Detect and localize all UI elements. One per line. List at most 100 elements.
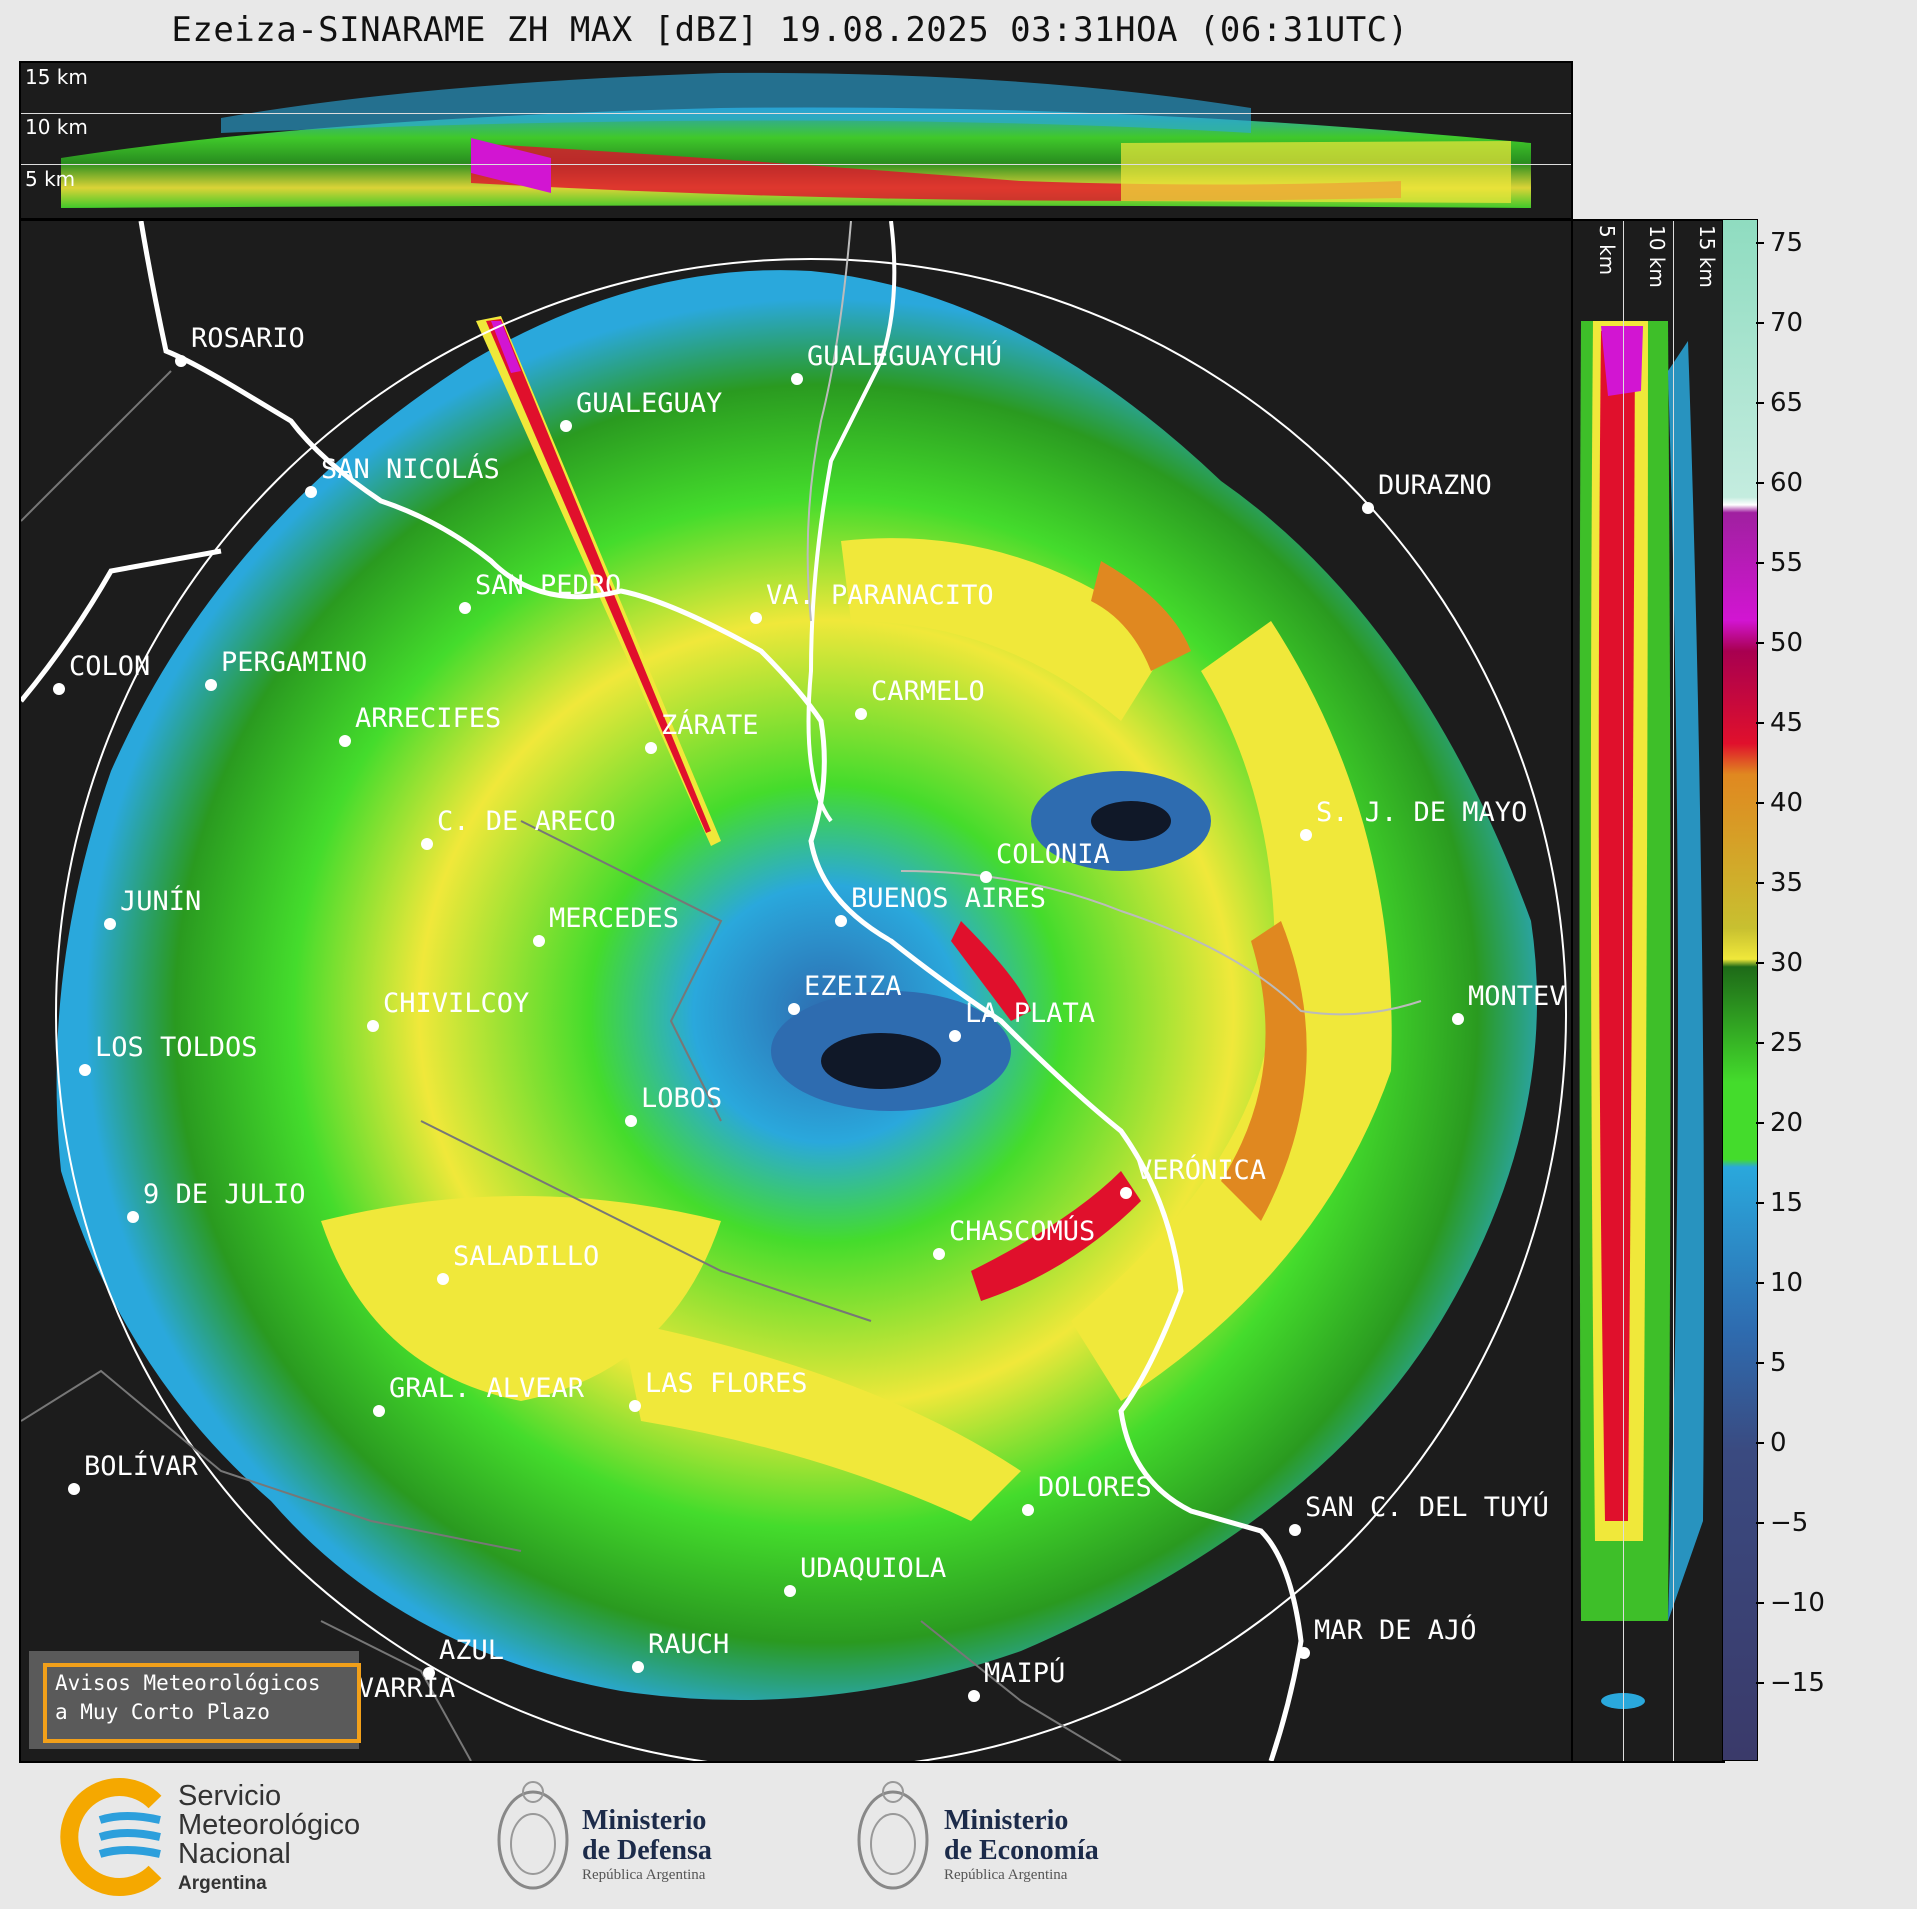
city-dot bbox=[305, 486, 317, 498]
city-dot bbox=[1289, 1524, 1301, 1536]
city-dot bbox=[533, 935, 545, 947]
city-dot bbox=[949, 1030, 961, 1042]
city-dot bbox=[625, 1115, 637, 1127]
city-label: MONTEV bbox=[1468, 981, 1566, 1012]
city-dot bbox=[1452, 1013, 1464, 1025]
defensa-line-3: República Argentina bbox=[582, 1867, 706, 1883]
alt-label-10km: 10 km bbox=[25, 115, 88, 139]
city-dot bbox=[423, 1667, 435, 1679]
city-dot bbox=[855, 708, 867, 720]
city-label: SAN NICOLÁS bbox=[321, 454, 500, 485]
city-label: VERÓNICA bbox=[1136, 1155, 1267, 1186]
right-altitude-section: 5 km 10 km 15 km bbox=[1571, 219, 1725, 1763]
city-dot bbox=[560, 420, 572, 432]
radar-echo-layer bbox=[21, 221, 1567, 1761]
map-title: Ezeiza-SINARAME ZH MAX [dBZ] 19.08.2025 … bbox=[171, 10, 1409, 50]
city-label: ROSARIO bbox=[191, 323, 305, 354]
city-dot bbox=[127, 1211, 139, 1223]
defensa-line-2: de Defensa bbox=[582, 1835, 712, 1866]
city-label: UDAQUIOLA bbox=[800, 1553, 947, 1584]
smn-logo-icon bbox=[60, 1778, 162, 1896]
city-label: PERGAMINO bbox=[221, 647, 368, 678]
city-dot bbox=[1022, 1504, 1034, 1516]
smn-logo-text: Servicio Meteorológico Nacional Argentin… bbox=[178, 1782, 360, 1898]
city-label: DURAZNO bbox=[1378, 470, 1492, 501]
city-dot bbox=[373, 1405, 385, 1417]
city-dot bbox=[632, 1661, 644, 1673]
city-label: COLON bbox=[69, 651, 151, 682]
city-dot bbox=[1120, 1187, 1132, 1199]
city-dot bbox=[79, 1064, 91, 1076]
alt-line-5km-v bbox=[1623, 221, 1624, 1761]
alt-line-10km bbox=[21, 113, 1571, 114]
logo-graphics bbox=[60, 1778, 929, 1896]
alerts-line-2: a Muy Corto Plazo bbox=[55, 1700, 270, 1724]
alt-label-5km: 5 km bbox=[25, 167, 76, 191]
city-dot bbox=[645, 742, 657, 754]
city-label: COLONIA bbox=[996, 839, 1110, 870]
city-label: JUNÍN bbox=[120, 886, 202, 917]
city-dot bbox=[629, 1400, 641, 1412]
smn-line-3: Nacional bbox=[178, 1838, 291, 1870]
right-section-echo bbox=[1579, 321, 1704, 1709]
economia-line-2: de Economía bbox=[944, 1835, 1099, 1866]
defensa-line-1: Ministerio bbox=[582, 1805, 707, 1836]
city-label: CARMELO bbox=[871, 676, 985, 707]
city-label: GUALEGUAYCHÚ bbox=[807, 341, 1003, 372]
colorbar-ticks: 75 70 65 60 55 50 45 40 35 30 25 20 15 1… bbox=[1756, 219, 1836, 1759]
colorbar-gradient bbox=[1723, 220, 1757, 1760]
city-label: GRAL. ALVEAR bbox=[389, 1373, 585, 1404]
city-dot bbox=[788, 1003, 800, 1015]
city-label: 9 DE JULIO bbox=[143, 1179, 306, 1210]
city-dot bbox=[339, 735, 351, 747]
defensa-logo-text: Ministerio de Defensa República Argentin… bbox=[582, 1806, 712, 1884]
city-dot bbox=[175, 355, 187, 367]
valt-label-15km: 15 km bbox=[1695, 225, 1719, 288]
alerts-button[interactable]: Avisos Meteorológicos a Muy Corto Plazo bbox=[43, 1663, 361, 1743]
city-dot bbox=[1362, 502, 1374, 514]
city-dot bbox=[980, 871, 992, 883]
valt-label-5km: 5 km bbox=[1595, 225, 1619, 276]
city-label: VA. PARANACITO bbox=[766, 580, 994, 611]
city-dot bbox=[968, 1690, 980, 1702]
top-section-echo bbox=[61, 72, 1531, 208]
alt-line-5km bbox=[21, 164, 1571, 165]
alt-line-10km-v bbox=[1673, 221, 1674, 1761]
city-label: BOLÍVAR bbox=[84, 1451, 198, 1482]
city-label: SALADILLO bbox=[453, 1241, 600, 1272]
top-altitude-section: 15 km 10 km 5 km bbox=[19, 61, 1573, 220]
city-label: S. J. DE MAYO bbox=[1316, 797, 1528, 828]
city-label: GUALEGUAY bbox=[576, 388, 723, 419]
city-label: SAN C. DEL TUYÚ bbox=[1305, 1492, 1549, 1523]
city-label: ZÁRATE bbox=[661, 710, 759, 741]
smn-line-2: Meteorológico bbox=[178, 1809, 361, 1841]
radar-map[interactable]: ROSARIO GUALEGUAYCHÚ GUALEGUAY SAN NICOL… bbox=[19, 219, 1573, 1763]
city-dot bbox=[421, 838, 433, 850]
city-label: SAN PEDRO bbox=[475, 570, 622, 601]
city-dot bbox=[784, 1585, 796, 1597]
alerts-line-1: Avisos Meteorológicos bbox=[55, 1671, 321, 1695]
city-label: MAIPÚ bbox=[984, 1658, 1066, 1689]
city-label: CHASCOMÚS bbox=[949, 1216, 1096, 1247]
city-label: LA PLATA bbox=[965, 998, 1096, 1029]
alt-label-15km: 15 km bbox=[25, 65, 88, 89]
city-label: AZUL bbox=[439, 1635, 505, 1666]
footer-logos bbox=[0, 1762, 1917, 1909]
city-dot bbox=[750, 612, 762, 624]
economia-line-3: República Argentina bbox=[944, 1867, 1068, 1883]
economia-seal-icon bbox=[857, 1781, 929, 1890]
city-label: EZEIZA bbox=[804, 971, 902, 1002]
city-label: CHIVILCOY bbox=[383, 988, 530, 1019]
defensa-seal-icon bbox=[497, 1781, 569, 1890]
alerts-link[interactable]: Avisos Meteorológicos a Muy Corto Plazo bbox=[29, 1651, 361, 1749]
city-label: RAUCH bbox=[648, 1629, 730, 1660]
city-dot bbox=[933, 1248, 945, 1260]
city-dot bbox=[205, 679, 217, 691]
economia-logo-text: Ministerio de Economía República Argenti… bbox=[944, 1806, 1099, 1884]
city-label: ARRECIFES bbox=[355, 703, 502, 734]
reflectivity-colorbar bbox=[1722, 219, 1758, 1761]
city-dot bbox=[367, 1020, 379, 1032]
smn-line-4: Argentina bbox=[178, 1873, 267, 1894]
smn-line-1: Servicio bbox=[178, 1780, 282, 1812]
city-label: DOLORES bbox=[1038, 1472, 1152, 1503]
